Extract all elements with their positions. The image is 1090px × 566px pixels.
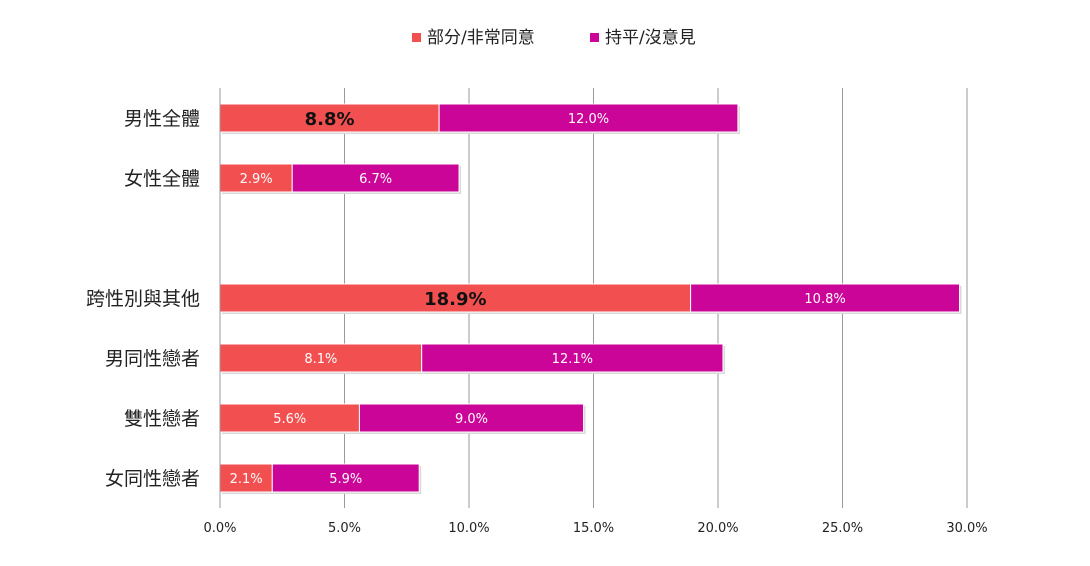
- bar-segment: [291, 163, 460, 193]
- category-label: 男性全體: [124, 108, 200, 130]
- x-tick-label: 5.0%: [328, 521, 361, 536]
- bars: 8.8% 12.0% 2.9% 6.7% 18.9% 10.8% 8.1% 12.1% 5.6%…: [219, 103, 962, 494]
- x-tick-label: 30.0%: [946, 521, 987, 536]
- x-tick-label: 10.0%: [448, 521, 489, 536]
- bar-segment: [271, 463, 420, 493]
- legend-label: 部分/非常同意: [427, 28, 535, 48]
- category-label: 男同性戀者: [105, 348, 200, 370]
- bar-segment: [358, 403, 585, 433]
- category-label: 跨性別與其他: [86, 288, 200, 310]
- category-label: 女性全體: [124, 168, 200, 190]
- bar-segment: [219, 463, 273, 493]
- data-label: 6.7%: [359, 172, 392, 187]
- data-label: 2.1%: [230, 472, 263, 487]
- bar-segment: [219, 163, 293, 193]
- bar-segment: [421, 343, 724, 373]
- data-label: 5.6%: [273, 412, 306, 427]
- x-tick-label: 15.0%: [573, 521, 614, 536]
- bar-segment: [219, 283, 692, 313]
- legend-label: 持平/沒意見: [605, 28, 696, 48]
- x-tick-label: 0.0%: [203, 521, 236, 536]
- category-label: 女同性戀者: [105, 468, 200, 490]
- data-label: 9.0%: [455, 412, 488, 427]
- x-tick-label: 25.0%: [822, 521, 863, 536]
- bar-segment: [438, 103, 739, 133]
- data-label: 8.8%: [305, 109, 355, 130]
- legend: 部分/非常同意 持平/沒意見: [412, 28, 696, 48]
- x-tick-label: 20.0%: [697, 521, 738, 536]
- data-label: 10.8%: [804, 292, 845, 307]
- data-label: 5.9%: [329, 472, 362, 487]
- data-label: 2.9%: [240, 172, 273, 187]
- data-label: 12.1%: [552, 352, 593, 367]
- legend-swatch: [412, 33, 421, 42]
- bar-segment: [690, 283, 961, 313]
- category-label: 雙性戀者: [124, 408, 200, 430]
- bar-segment: [219, 403, 360, 433]
- legend-swatch: [590, 33, 599, 42]
- data-label: 12.0%: [568, 112, 609, 127]
- axes: 0.0% 5.0% 10.0% 15.0% 20.0% 25.0% 30.0% 男性全體女性全…: [86, 88, 988, 536]
- data-label: 8.1%: [304, 352, 337, 367]
- data-label: 18.9%: [424, 289, 486, 310]
